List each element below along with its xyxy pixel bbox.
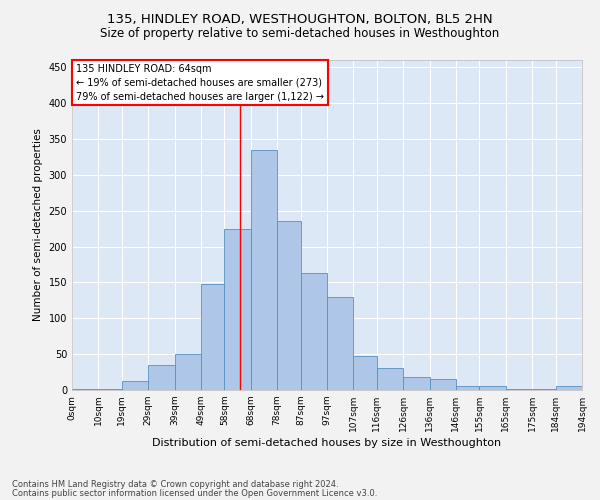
Text: 135, HINDLEY ROAD, WESTHOUGHTON, BOLTON, BL5 2HN: 135, HINDLEY ROAD, WESTHOUGHTON, BOLTON,… [107, 12, 493, 26]
Bar [251, 150, 277, 390]
Bar [532, 388, 556, 390]
Text: Contains HM Land Registry data © Crown copyright and database right 2024.: Contains HM Land Registry data © Crown c… [12, 480, 338, 489]
Bar [403, 377, 430, 390]
Text: Contains public sector information licensed under the Open Government Licence v3: Contains public sector information licen… [12, 490, 377, 498]
Bar [98, 388, 122, 390]
Bar [175, 354, 201, 390]
Bar [224, 228, 251, 390]
Bar [277, 222, 301, 390]
Bar [72, 388, 98, 390]
Bar [479, 386, 506, 390]
Bar [430, 379, 456, 390]
Text: Size of property relative to semi-detached houses in Westhoughton: Size of property relative to semi-detach… [100, 28, 500, 40]
Text: 135 HINDLEY ROAD: 64sqm
← 19% of semi-detached houses are smaller (273)
79% of s: 135 HINDLEY ROAD: 64sqm ← 19% of semi-de… [76, 64, 324, 102]
Bar [353, 356, 377, 390]
Bar [556, 386, 582, 390]
X-axis label: Distribution of semi-detached houses by size in Westhoughton: Distribution of semi-detached houses by … [152, 438, 502, 448]
Bar [201, 284, 224, 390]
Bar [377, 368, 403, 390]
Bar [506, 388, 532, 390]
Bar [301, 273, 327, 390]
Bar [327, 296, 353, 390]
Y-axis label: Number of semi-detached properties: Number of semi-detached properties [33, 128, 43, 322]
Bar [456, 386, 479, 390]
Bar [122, 382, 148, 390]
Bar [148, 365, 175, 390]
